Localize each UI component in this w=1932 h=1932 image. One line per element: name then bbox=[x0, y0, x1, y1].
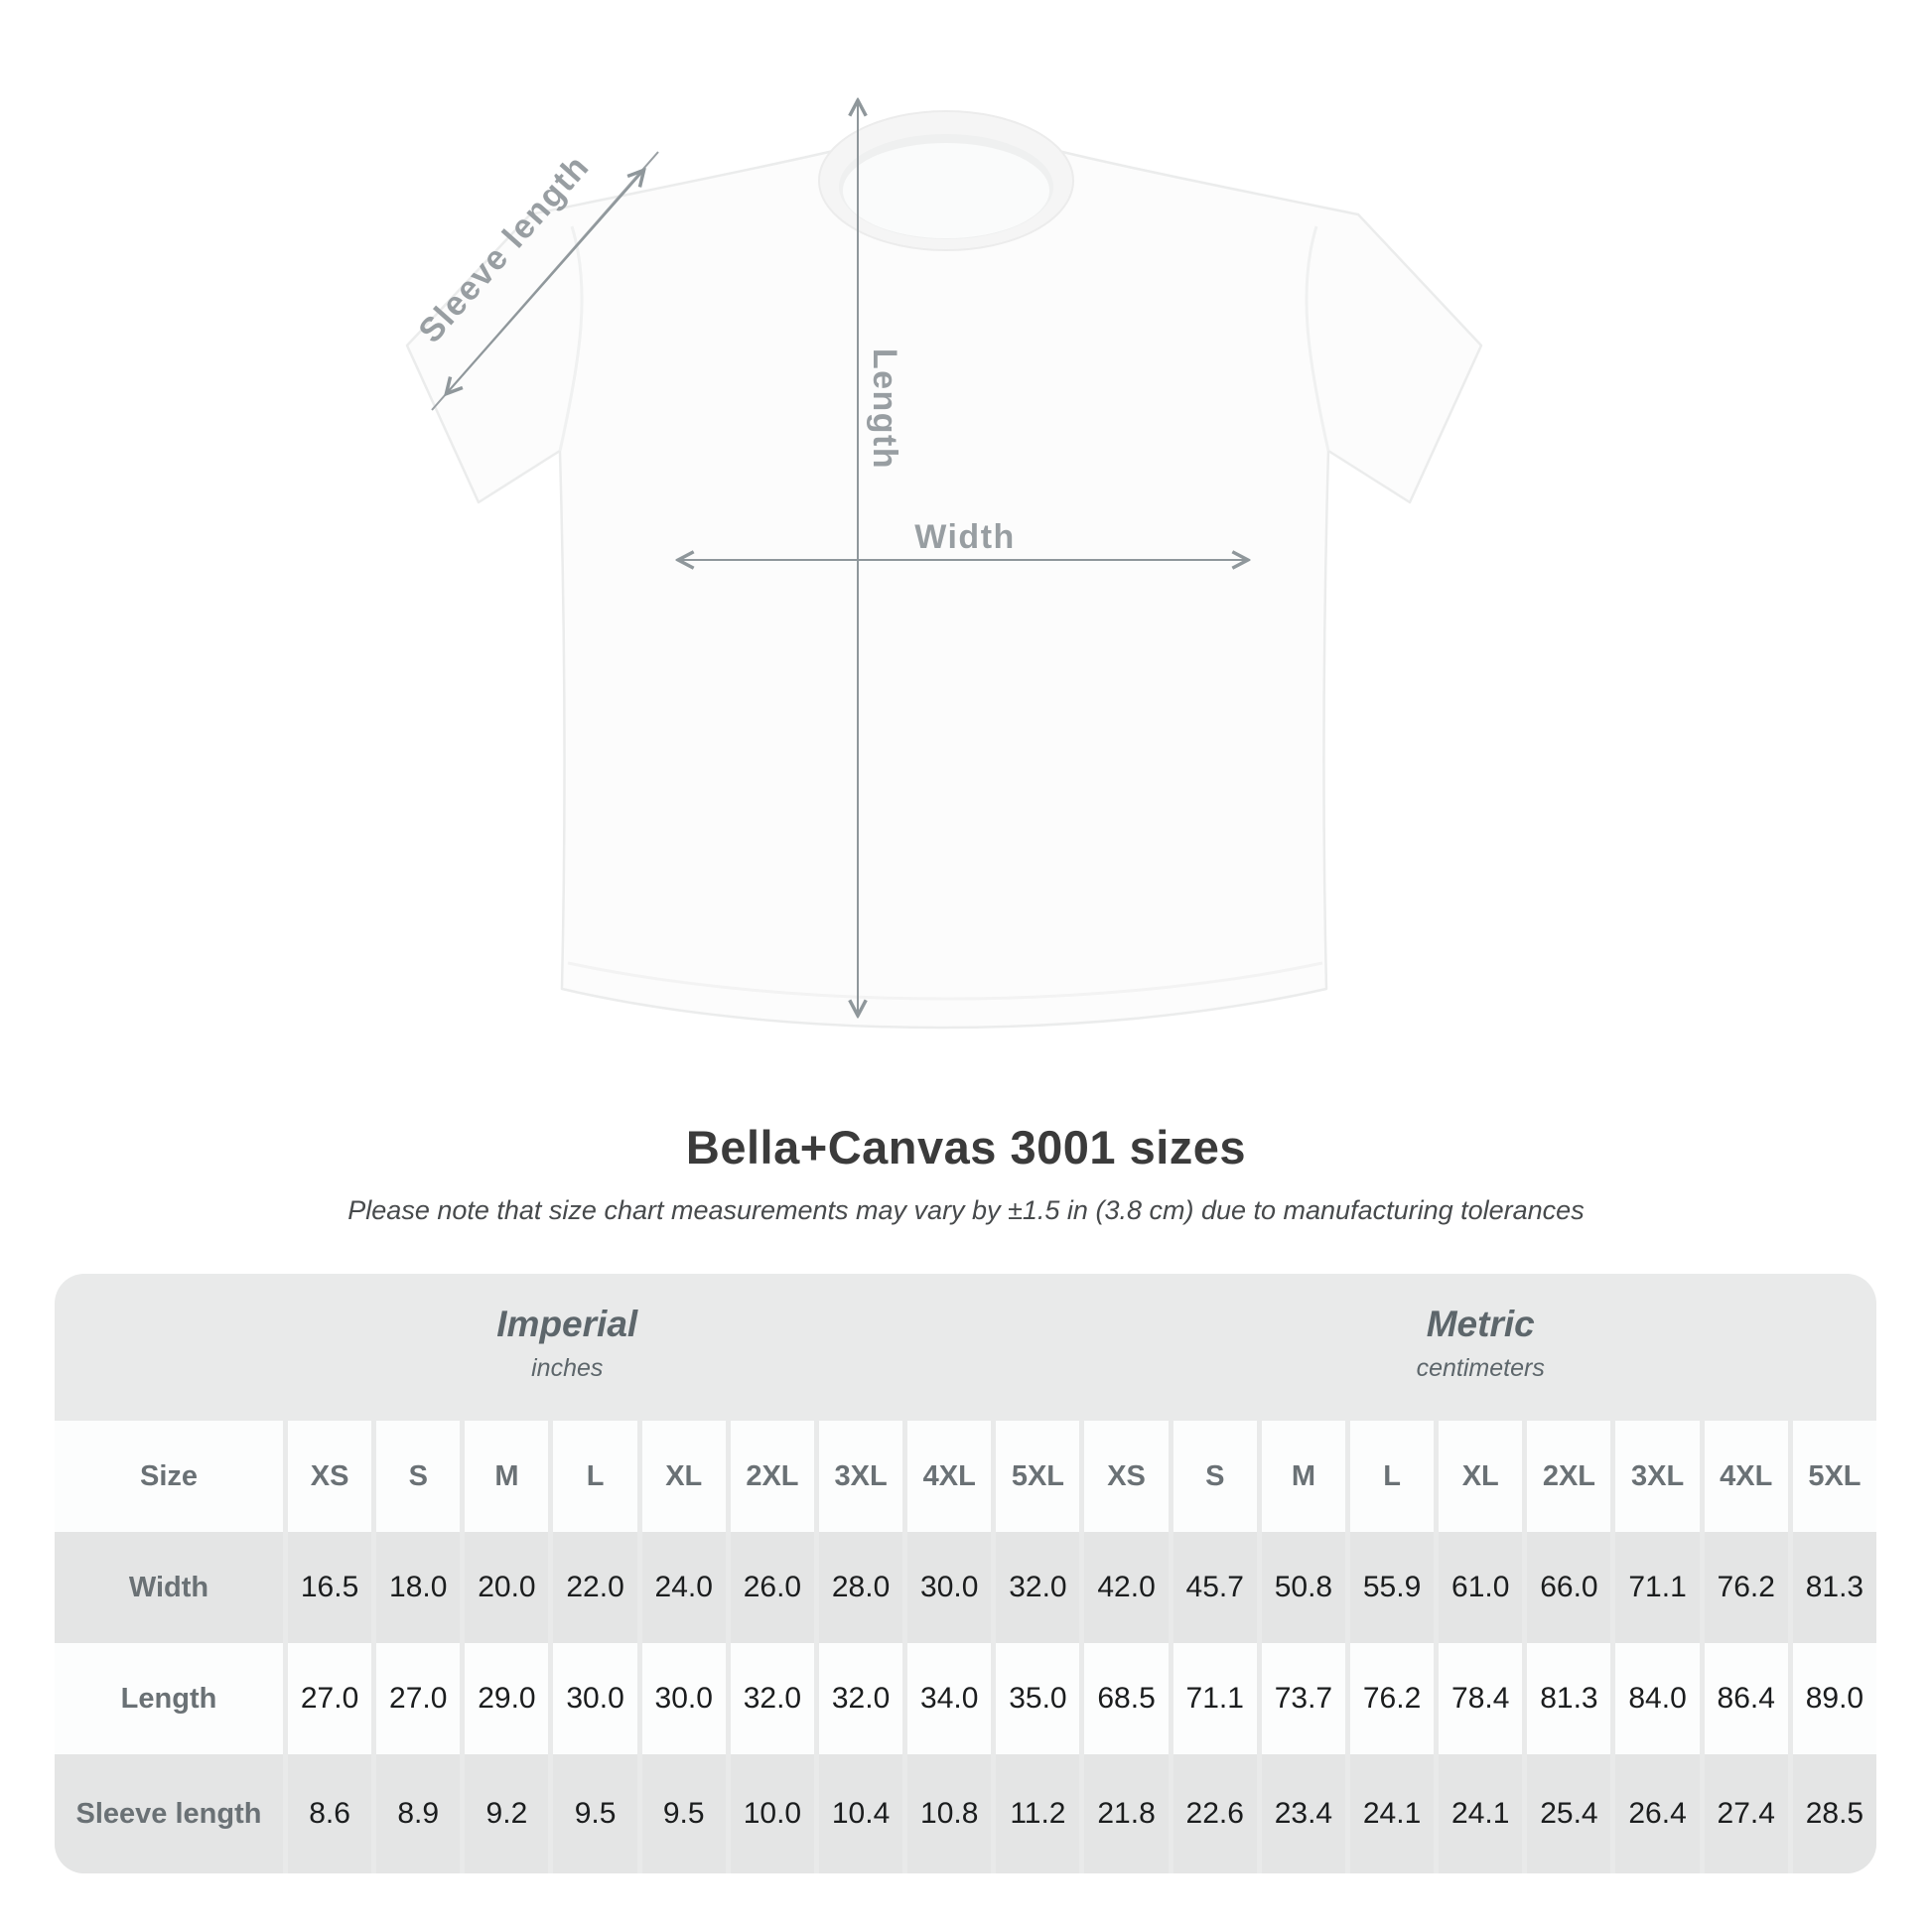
size-table: Imperial inches Metric centimeters Size X… bbox=[55, 1274, 1876, 1873]
value-cell: 66.0 bbox=[1527, 1532, 1611, 1643]
col-header-imperial-4xl: 4XL bbox=[907, 1421, 992, 1532]
value-cell: 30.0 bbox=[907, 1532, 992, 1643]
col-header-imperial-m: M bbox=[465, 1421, 549, 1532]
value-cell: 42.0 bbox=[1084, 1532, 1169, 1643]
value-cell: 45.7 bbox=[1173, 1532, 1257, 1643]
value-cell: 25.4 bbox=[1527, 1754, 1611, 1873]
group-imperial-unit: inches bbox=[531, 1354, 604, 1382]
value-cell: 32.0 bbox=[730, 1643, 814, 1754]
value-cell: 20.0 bbox=[465, 1532, 549, 1643]
value-cell: 26.0 bbox=[730, 1532, 814, 1643]
value-cell: 76.2 bbox=[1704, 1532, 1788, 1643]
value-cell: 30.0 bbox=[641, 1643, 726, 1754]
col-header-metric-s: S bbox=[1173, 1421, 1257, 1532]
value-cell: 55.9 bbox=[1349, 1532, 1435, 1643]
value-cell: 29.0 bbox=[465, 1643, 549, 1754]
length-label: Length bbox=[866, 348, 903, 470]
value-cell: 9.2 bbox=[465, 1754, 549, 1873]
group-header-imperial: Imperial inches bbox=[55, 1274, 1079, 1421]
value-cell: 61.0 bbox=[1439, 1532, 1523, 1643]
row-label: Sleeve length bbox=[55, 1754, 283, 1873]
value-cell: 84.0 bbox=[1615, 1643, 1700, 1754]
value-cell: 22.6 bbox=[1173, 1754, 1257, 1873]
value-cell: 27.0 bbox=[288, 1643, 372, 1754]
value-cell: 28.0 bbox=[818, 1532, 903, 1643]
group-metric-unit: centimeters bbox=[1416, 1354, 1545, 1382]
col-header-metric-xs: XS bbox=[1084, 1421, 1169, 1532]
value-cell: 81.3 bbox=[1792, 1532, 1876, 1643]
value-cell: 32.0 bbox=[818, 1643, 903, 1754]
value-cell: 10.4 bbox=[818, 1754, 903, 1873]
value-cell: 24.0 bbox=[641, 1532, 726, 1643]
width-label: Width bbox=[914, 518, 1016, 556]
value-cell: 10.0 bbox=[730, 1754, 814, 1873]
value-cell: 30.0 bbox=[553, 1643, 637, 1754]
value-cell: 23.4 bbox=[1261, 1754, 1345, 1873]
value-cell: 8.6 bbox=[288, 1754, 372, 1873]
tshirt-illustration bbox=[405, 110, 1483, 1030]
value-cell: 24.1 bbox=[1349, 1754, 1435, 1873]
sleeve-length-arrow bbox=[447, 171, 643, 393]
col-header-metric-2xl: 2XL bbox=[1527, 1421, 1611, 1532]
value-cell: 11.2 bbox=[996, 1754, 1080, 1873]
col-header-imperial-3xl: 3XL bbox=[818, 1421, 903, 1532]
value-cell: 71.1 bbox=[1173, 1643, 1257, 1754]
group-header-metric: Metric centimeters bbox=[1084, 1274, 1876, 1421]
col-header-metric-5xl: 5XL bbox=[1792, 1421, 1876, 1532]
group-imperial-label: Imperial bbox=[496, 1304, 638, 1344]
value-cell: 8.9 bbox=[376, 1754, 461, 1873]
value-cell: 68.5 bbox=[1084, 1643, 1169, 1754]
value-cell: 71.1 bbox=[1615, 1532, 1700, 1643]
value-cell: 28.5 bbox=[1792, 1754, 1876, 1873]
value-cell: 22.0 bbox=[553, 1532, 637, 1643]
col-header-metric-m: M bbox=[1261, 1421, 1345, 1532]
value-cell: 34.0 bbox=[907, 1643, 992, 1754]
col-header-imperial-2xl: 2XL bbox=[730, 1421, 814, 1532]
row-label: Width bbox=[55, 1532, 283, 1643]
col-header-imperial-xs: XS bbox=[288, 1421, 372, 1532]
col-header-metric-l: L bbox=[1349, 1421, 1435, 1532]
col-header-metric-xl: XL bbox=[1439, 1421, 1523, 1532]
size-column-header: Size bbox=[55, 1421, 283, 1532]
value-cell: 18.0 bbox=[376, 1532, 461, 1643]
width-dimension: Width bbox=[679, 518, 1247, 560]
col-header-metric-4xl: 4XL bbox=[1704, 1421, 1788, 1532]
value-cell: 16.5 bbox=[288, 1532, 372, 1643]
col-header-imperial-l: L bbox=[553, 1421, 637, 1532]
value-cell: 78.4 bbox=[1439, 1643, 1523, 1754]
value-cell: 73.7 bbox=[1261, 1643, 1345, 1754]
value-cell: 76.2 bbox=[1349, 1643, 1435, 1754]
value-cell: 21.8 bbox=[1084, 1754, 1169, 1873]
value-cell: 24.1 bbox=[1439, 1754, 1523, 1873]
value-cell: 50.8 bbox=[1261, 1532, 1345, 1643]
tshirt-measurement-figure: Sleeve length Length Width bbox=[405, 0, 1483, 1030]
value-cell: 35.0 bbox=[996, 1643, 1080, 1754]
value-cell: 89.0 bbox=[1792, 1643, 1876, 1754]
col-header-imperial-5xl: 5XL bbox=[996, 1421, 1080, 1532]
value-cell: 86.4 bbox=[1704, 1643, 1788, 1754]
value-cell: 27.4 bbox=[1704, 1754, 1788, 1873]
tolerance-note: Please note that size chart measurements… bbox=[347, 1195, 1585, 1225]
value-cell: 26.4 bbox=[1615, 1754, 1700, 1873]
row-label: Length bbox=[55, 1643, 283, 1754]
value-cell: 81.3 bbox=[1527, 1643, 1611, 1754]
col-header-imperial-s: S bbox=[376, 1421, 461, 1532]
value-cell: 9.5 bbox=[641, 1754, 726, 1873]
value-cell: 10.8 bbox=[907, 1754, 992, 1873]
col-header-imperial-xl: XL bbox=[641, 1421, 726, 1532]
value-cell: 27.0 bbox=[376, 1643, 461, 1754]
value-cell: 9.5 bbox=[553, 1754, 637, 1873]
group-metric-label: Metric bbox=[1426, 1304, 1535, 1344]
col-header-metric-3xl: 3XL bbox=[1615, 1421, 1700, 1532]
page-title: Bella+Canvas 3001 sizes bbox=[685, 1121, 1247, 1173]
value-cell: 32.0 bbox=[996, 1532, 1080, 1643]
